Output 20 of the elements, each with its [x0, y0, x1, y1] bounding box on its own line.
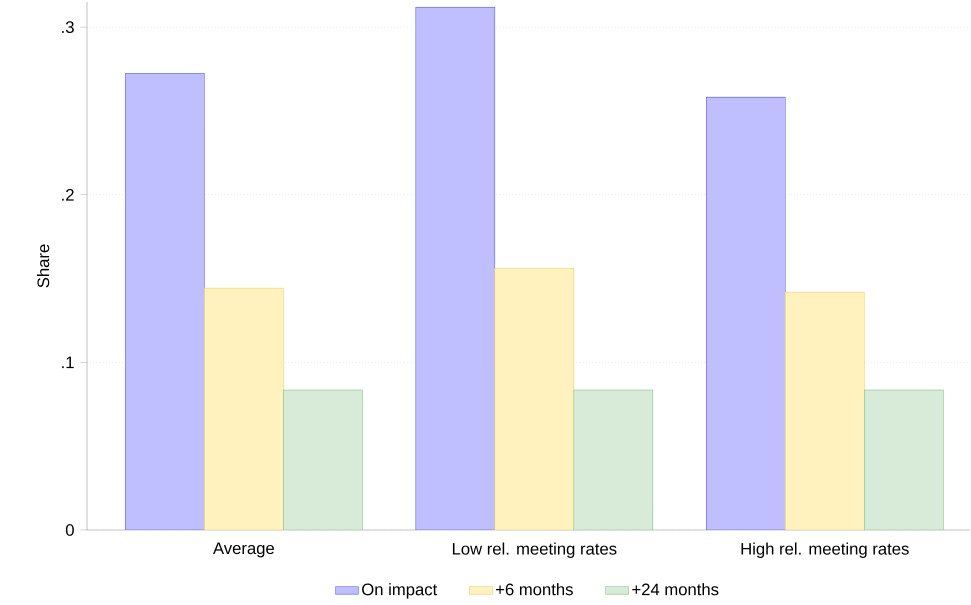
- legend-label: +24 months: [632, 583, 718, 596]
- bar: [864, 390, 944, 530]
- y-tick-label: .1: [62, 356, 74, 368]
- bar: [416, 6, 496, 530]
- bar: [785, 292, 865, 530]
- bar: [494, 268, 574, 530]
- bar: [125, 72, 205, 530]
- y-tick-label: .2: [62, 188, 74, 201]
- bar: [574, 390, 654, 530]
- bar: [204, 288, 284, 530]
- legend-label: On impact: [362, 583, 438, 599]
- x-tick-label: Average: [213, 542, 274, 558]
- x-tick-label: High rel. meeting rates: [742, 542, 909, 558]
- y-axis-title: Share: [36, 244, 50, 288]
- legend-label: +6 months: [496, 583, 573, 596]
- y-tick-label: 0: [66, 524, 74, 536]
- y-tick-label: .3: [62, 21, 74, 34]
- x-tick-label: Low rel. meeting rates: [452, 542, 616, 558]
- bar: [283, 390, 363, 530]
- bar: [706, 96, 786, 530]
